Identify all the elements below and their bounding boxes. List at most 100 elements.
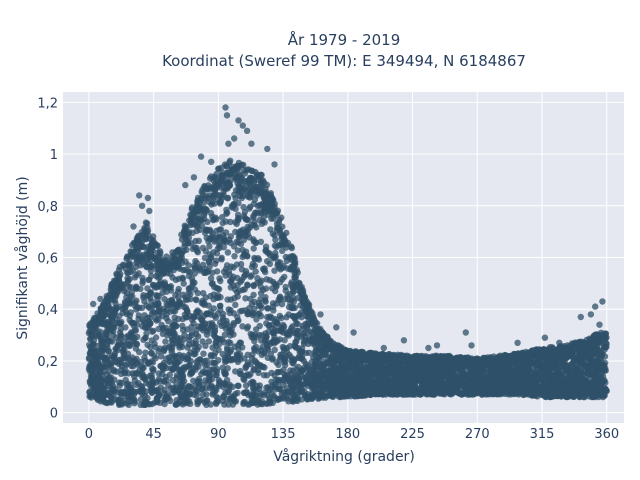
data-point xyxy=(123,381,130,389)
data-point xyxy=(390,364,398,371)
data-point xyxy=(131,274,139,281)
data-point xyxy=(149,365,156,372)
data-point xyxy=(244,281,251,288)
data-point xyxy=(262,298,269,305)
data-point xyxy=(172,276,180,284)
data-point xyxy=(538,365,546,372)
data-point xyxy=(205,338,213,345)
data-point xyxy=(222,370,229,378)
data-point xyxy=(271,336,278,344)
data-point xyxy=(206,243,213,250)
data-point xyxy=(247,371,254,378)
data-point xyxy=(472,372,480,380)
data-point xyxy=(259,265,267,273)
data-point xyxy=(135,312,142,319)
data-point xyxy=(503,369,510,377)
data-point xyxy=(237,278,244,285)
data-point xyxy=(483,377,490,384)
data-point xyxy=(179,322,186,330)
data-point xyxy=(234,247,241,254)
data-point xyxy=(599,350,606,358)
data-point xyxy=(122,324,129,331)
data-point xyxy=(226,396,234,403)
data-point xyxy=(128,319,135,326)
data-point xyxy=(335,366,343,373)
data-point xyxy=(199,244,207,252)
data-point xyxy=(157,353,165,360)
data-point xyxy=(199,338,206,345)
data-point xyxy=(444,380,451,387)
data-point xyxy=(584,370,591,377)
data-point xyxy=(256,310,263,317)
data-point xyxy=(309,394,316,402)
data-point xyxy=(275,396,282,403)
data-point xyxy=(217,302,224,309)
data-point xyxy=(235,382,242,390)
data-point xyxy=(248,272,255,279)
data-point xyxy=(164,381,172,389)
data-point xyxy=(168,337,175,344)
data-point xyxy=(276,385,284,393)
data-point xyxy=(191,244,199,251)
data-point xyxy=(213,227,220,235)
data-point xyxy=(355,384,362,392)
data-point xyxy=(109,382,117,390)
data-point xyxy=(303,364,311,371)
data-point xyxy=(250,399,257,406)
data-point xyxy=(166,371,173,379)
data-point xyxy=(158,321,165,329)
data-point xyxy=(252,239,260,246)
data-point xyxy=(180,303,188,311)
data-point xyxy=(533,362,541,369)
data-point xyxy=(147,267,155,275)
data-point xyxy=(151,399,159,406)
data-point xyxy=(240,400,247,408)
data-point xyxy=(252,268,259,275)
data-point xyxy=(258,337,265,344)
data-point xyxy=(269,303,277,310)
data-point xyxy=(152,344,159,351)
data-point xyxy=(161,279,168,286)
data-point xyxy=(306,349,313,356)
data-point xyxy=(256,216,263,224)
data-point xyxy=(388,389,396,396)
data-point xyxy=(249,351,256,358)
data-point xyxy=(207,275,215,282)
data-point xyxy=(153,379,160,386)
data-point xyxy=(263,333,270,341)
data-point xyxy=(285,303,293,311)
data-point xyxy=(259,343,266,351)
data-point xyxy=(218,256,225,263)
data-point xyxy=(139,390,146,398)
data-point xyxy=(253,316,260,323)
data-point xyxy=(223,346,231,353)
data-point xyxy=(250,282,257,289)
data-point xyxy=(305,337,313,344)
data-point xyxy=(192,350,199,357)
data-point xyxy=(155,292,163,300)
data-point xyxy=(115,357,123,364)
data-point xyxy=(448,365,456,372)
data-point xyxy=(262,294,269,301)
data-point xyxy=(214,285,222,292)
data-point xyxy=(313,380,320,387)
data-point xyxy=(244,359,252,366)
data-point xyxy=(198,317,206,324)
data-point xyxy=(277,279,284,286)
data-point xyxy=(248,300,256,308)
data-point xyxy=(234,358,242,366)
data-point xyxy=(479,371,486,379)
data-point xyxy=(220,244,227,251)
data-point xyxy=(244,351,251,358)
data-point xyxy=(603,387,610,394)
data-point xyxy=(368,387,376,395)
data-point xyxy=(153,317,160,324)
data-point xyxy=(201,358,208,365)
data-point xyxy=(237,339,245,346)
data-point xyxy=(166,358,173,366)
data-point xyxy=(119,283,126,290)
data-point xyxy=(431,377,438,385)
data-point xyxy=(219,219,226,227)
data-point xyxy=(207,401,214,408)
data-point xyxy=(423,389,430,396)
